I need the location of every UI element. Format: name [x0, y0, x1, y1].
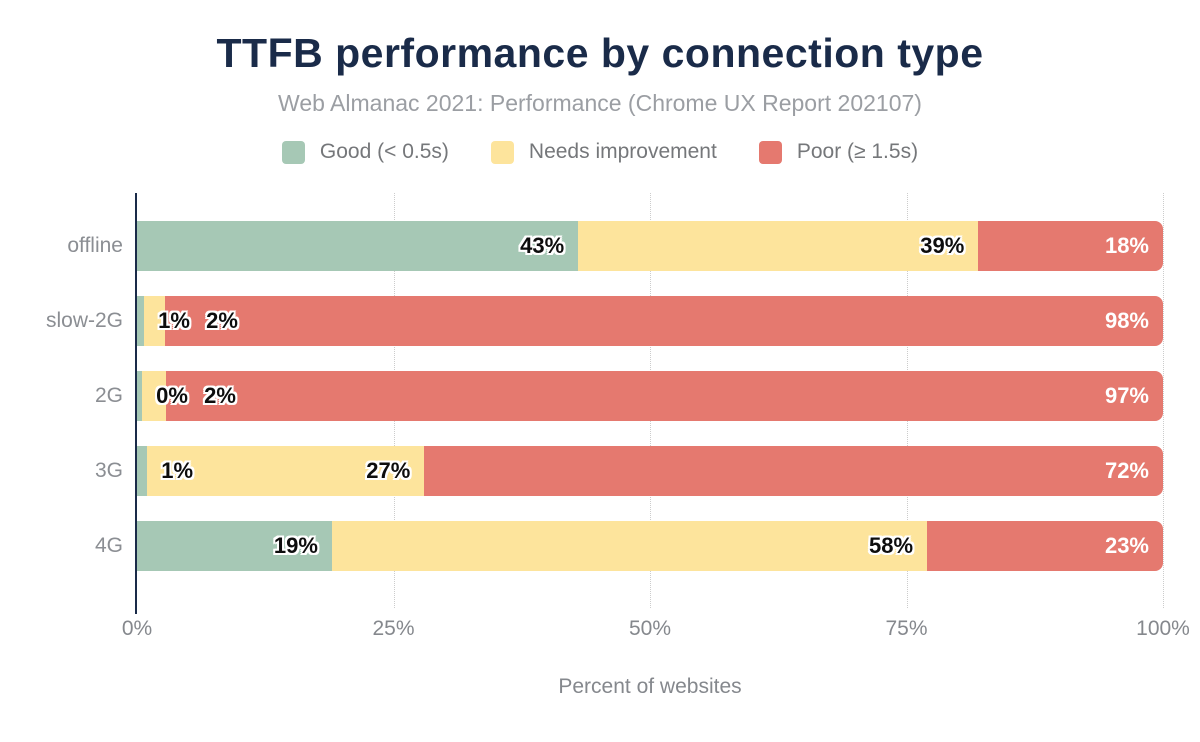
bar-segment-2G-series0[interactable]	[137, 371, 143, 421]
legend-label: Needs improvement	[528, 140, 717, 163]
bar-value-label: 18%	[1104, 233, 1149, 258]
legend-label: Poor (≥ 1.5s)	[796, 140, 919, 163]
x-tick-label: 25%	[372, 617, 415, 640]
legend-item-1[interactable]: Needs improvement	[490, 140, 717, 164]
bar-value-label: 27%	[366, 458, 411, 483]
legend-item-2[interactable]: Poor (≥ 1.5s)	[758, 140, 919, 164]
legend-swatch-icon	[490, 140, 514, 164]
bar-value-label: 43%	[520, 233, 565, 258]
bar-value-label: 98%	[1104, 308, 1149, 333]
bar-value-label: 2%	[204, 383, 236, 408]
bar-value-label: 23%	[1104, 533, 1149, 558]
category-label: 3G	[94, 459, 123, 482]
bar-segment-offline-series2[interactable]	[978, 221, 1163, 271]
bar-value-label: 1%	[161, 458, 194, 483]
bar-row-2G: 2G 0% 2% 97%	[95, 371, 1163, 421]
bar-segment-4G-series1[interactable]	[331, 521, 928, 571]
bar-value-label: 19%	[273, 533, 318, 558]
bar-segment-2G-series1[interactable]	[142, 371, 166, 421]
legend-swatch-icon	[758, 140, 782, 164]
bar-value-label: 72%	[1104, 458, 1149, 483]
plot-area: Percent of websites 0% 25% 50% 75% 100% offli…	[46, 193, 1190, 698]
bar-segment-3G-series0[interactable]	[137, 446, 148, 496]
bar-segment-2G-series2[interactable]	[165, 371, 1163, 421]
bar-value-label: 2%	[206, 308, 238, 333]
gridline	[1163, 193, 1164, 608]
legend: Good (< 0.5s) Needs improvement Poor (≥ 1.…	[0, 140, 1200, 164]
legend-swatch-icon	[281, 140, 305, 164]
x-tick-label: 100%	[1136, 617, 1190, 640]
bar-segment-offline-series0[interactable]	[137, 221, 579, 271]
category-label: 2G	[94, 384, 123, 407]
category-label: slow-2G	[45, 309, 123, 332]
x-axis-title: Percent of websites	[558, 675, 742, 698]
bar-segment-offline-series1[interactable]	[578, 221, 979, 271]
bar-row-4G: 4G 19% 58% 23%	[95, 521, 1163, 571]
bar-value-label: 0%	[156, 383, 188, 408]
chart-subtitle: Web Almanac 2021: Performance (Chrome UX…	[278, 90, 922, 116]
bar-segment-slow-2G-series2[interactable]	[164, 296, 1163, 346]
chart-title: TTFB performance by connection type	[216, 30, 984, 76]
bar-row-3G: 3G 1% 27% 72%	[95, 446, 1163, 496]
bar-segment-slow-2G-series1[interactable]	[144, 296, 165, 346]
x-tick-label: 0%	[121, 617, 153, 640]
category-label: 4G	[94, 534, 123, 557]
legend-item-0[interactable]: Good (< 0.5s)	[281, 140, 449, 164]
bar-value-label: 97%	[1104, 383, 1149, 408]
bar-row-slow-2G: slow-2G 1% 2% 98%	[46, 296, 1163, 346]
bar-segment-4G-series2[interactable]	[927, 521, 1163, 571]
legend-label: Good (< 0.5s)	[319, 140, 449, 163]
bar-value-label: 39%	[920, 233, 965, 258]
bar-segment-4G-series0[interactable]	[137, 521, 332, 571]
bar-segment-3G-series1[interactable]	[147, 446, 425, 496]
y-axis-line	[135, 193, 137, 614]
bar-segment-3G-series2[interactable]	[424, 446, 1163, 496]
bar-value-label: 1%	[158, 308, 190, 333]
x-tick-label: 75%	[885, 617, 928, 640]
bar-row-offline: offline 43% 39% 18%	[67, 221, 1163, 271]
category-label: offline	[67, 234, 123, 257]
bar-value-label: 58%	[868, 533, 914, 558]
x-tick-label: 50%	[628, 617, 672, 640]
bar-segment-slow-2G-series0[interactable]	[137, 296, 145, 346]
